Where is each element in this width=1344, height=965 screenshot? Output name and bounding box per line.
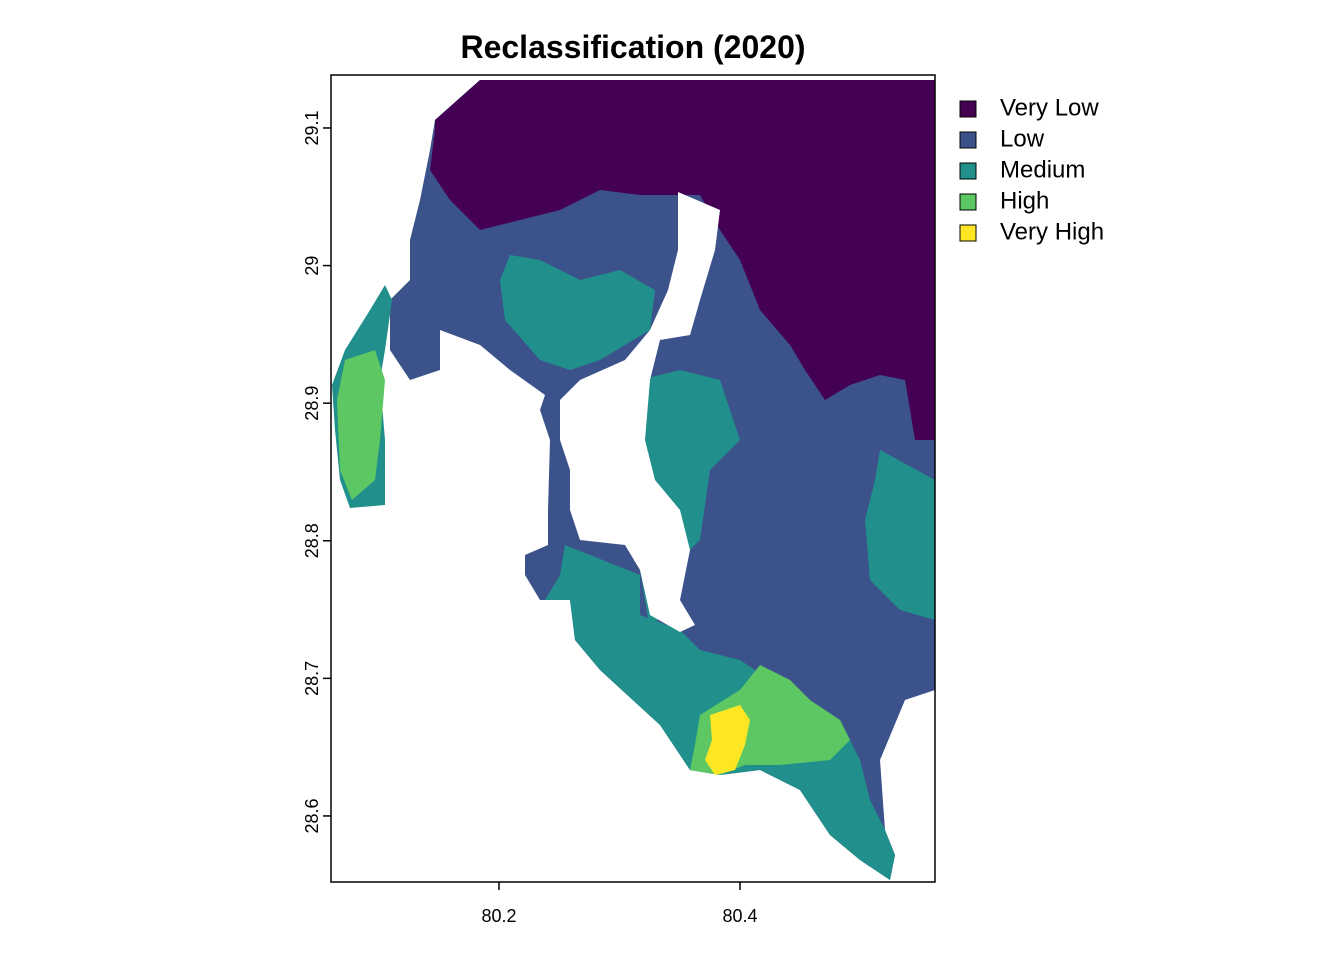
- y-tick-label: 28.6: [302, 798, 322, 833]
- legend-swatch: [959, 131, 977, 149]
- x-tick-label: 80.2: [481, 906, 516, 926]
- x-tick-label: 80.4: [722, 906, 757, 926]
- map-title: Reclassification (2020): [460, 29, 805, 65]
- legend-label: Very High: [1000, 218, 1104, 245]
- raster-map: [332, 80, 935, 880]
- legend-swatch: [959, 100, 977, 118]
- legend-swatch: [959, 193, 977, 211]
- y-tick-label: 28.7: [302, 661, 322, 696]
- class-high-area: [337, 350, 385, 500]
- lake: [560, 192, 720, 632]
- plot-frame: [330, 74, 936, 883]
- class-medium-area: [865, 450, 935, 620]
- legend-swatch: [959, 162, 977, 180]
- legend-swatch: [959, 224, 977, 242]
- legend-label: Low: [1000, 125, 1045, 152]
- y-tick-label: 29: [302, 256, 322, 276]
- y-tick-label: 29.1: [302, 110, 322, 145]
- legend-label: Medium: [1000, 156, 1085, 183]
- legend-label: Very Low: [1000, 94, 1099, 121]
- class-very-low-area: [430, 80, 935, 440]
- class-medium-area: [500, 255, 655, 370]
- class-very-high-area: [705, 705, 750, 775]
- y-tick-label: 28.9: [302, 386, 322, 421]
- y-tick-label: 28.8: [302, 523, 322, 558]
- legend-label: High: [1000, 187, 1049, 214]
